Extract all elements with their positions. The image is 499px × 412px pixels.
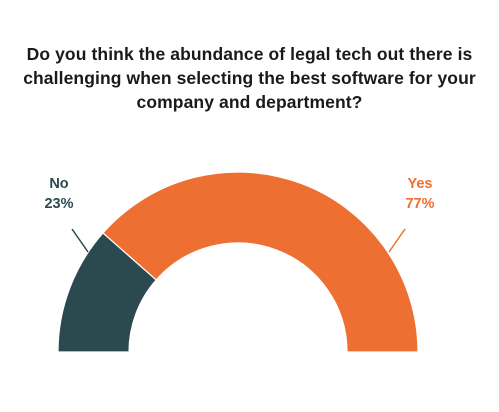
chart-labels: No 23% Yes 77%	[44, 176, 434, 212]
slice-yes	[102, 171, 419, 353]
label-yes-value: 77%	[405, 196, 434, 212]
leader-line-yes	[388, 228, 406, 253]
chart-title: Do you think the abundance of legal tech…	[23, 44, 476, 112]
label-no-value: 23%	[44, 196, 73, 212]
chart-leader-lines	[71, 228, 406, 253]
chart-slices	[57, 171, 419, 353]
label-no-name: No	[49, 176, 68, 192]
label-yes-name: Yes	[408, 176, 433, 192]
leader-line-no	[71, 228, 89, 253]
